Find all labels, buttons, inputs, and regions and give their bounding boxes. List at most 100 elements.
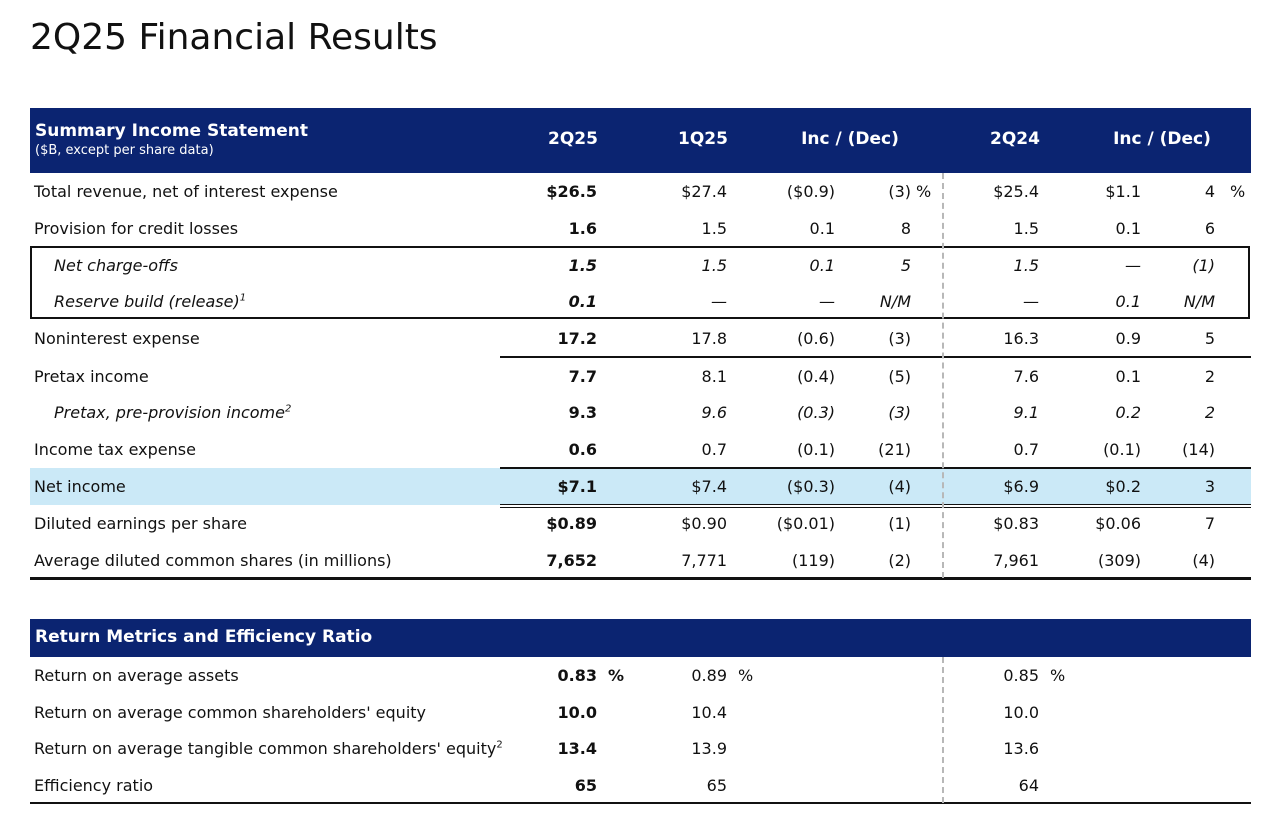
value-1q25: 0.7 [701,440,727,459]
income-statement-header: Summary Income Statement ($B, except per… [30,108,1251,173]
value-2q25: $26.5 [546,182,597,201]
double-rule-2 [500,507,1251,508]
value-1q25: 10.4 [691,703,727,722]
value-2q24: 64 [1018,776,1039,795]
value-inc-dec-amount: (0.1) [797,440,835,459]
row-label-wrap: Pretax, pre-provision income2 [54,403,291,422]
value-2q24: 1.5 [1013,219,1039,238]
value-inc-dec-amount: ($0.9) [786,182,835,201]
value-inc-dec-amount: (0.6) [797,329,835,348]
value-inc-dec-pct-2: (1) [1192,256,1215,275]
value-2q25: 7.7 [568,367,597,386]
footnote-marker: 1 [239,292,247,304]
value-inc-dec-amount: — [819,292,835,311]
value-2q25: $0.89 [546,514,597,533]
value-2q25: 0.6 [568,440,597,459]
value-inc-dec-amount-2: — [1125,256,1141,275]
total-rule-top [500,467,1251,469]
value-inc-dec-amount-2: 0.2 [1115,403,1141,422]
value-2q25: 17.2 [557,329,597,348]
value-2q24: 7.6 [1013,367,1039,386]
table-row: Return on average assets 0.83 % 0.89 % 0… [30,657,1251,694]
table-row-highlight: Net income $7.1 $7.4 ($0.3) (4) $6.9 $0.… [30,468,1251,505]
value-inc-dec-amount-2: $0.06 [1095,514,1141,533]
row-label: Diluted earnings per share [34,514,247,533]
row-label: Pretax, pre-provision income [54,403,285,422]
value-2q24: 10.0 [1003,703,1039,722]
value-inc-dec-amount: 0.1 [809,256,835,275]
table-row: Noninterest expense 17.2 17.8 (0.6) (3) … [30,320,1251,357]
row-label: Return on average assets [34,666,239,685]
provision-detail-box [30,246,1250,319]
value-2q25: 9.3 [568,403,597,422]
row-label-wrap: Return on average tangible common shareh… [34,739,503,758]
row-label: Income tax expense [34,440,196,459]
table-row: Efficiency ratio 65 65 64 [30,767,1251,804]
value-2q25: 7,652 [546,551,597,570]
table-row: Diluted earnings per share $0.89 $0.90 (… [30,505,1251,542]
value-inc-dec-pct: (1) [888,514,911,533]
value-inc-dec-amount-2: 0.1 [1115,219,1141,238]
value-inc-dec-amount-2: $1.1 [1105,182,1141,201]
value-1q25: 7,771 [681,551,727,570]
income-statement-subtitle: ($B, except per share data) [35,143,214,158]
value-2q25: 13.4 [557,739,597,758]
value-inc-dec-pct: (5) [888,367,911,386]
value-inc-dec-pct: (21) [878,440,911,459]
value-inc-dec-amount: 0.1 [809,219,835,238]
row-label: Reserve build (release) [54,292,240,311]
value-inc-dec-pct: N/M [879,292,911,311]
value-1q25: 1.5 [701,219,727,238]
value-inc-dec-pct: (2) [888,551,911,570]
value-inc-dec-pct-2: 2 [1204,403,1215,422]
percent-sign: % [738,666,754,685]
value-2q25: 0.83 [557,666,597,685]
row-label-wrap: Reserve build (release)1 [54,292,246,311]
value-1q25: 13.9 [691,739,727,758]
value-inc-dec-pct-2: (14) [1182,440,1215,459]
double-rule-1 [500,504,1251,505]
value-2q24: 7,961 [993,551,1039,570]
footnote-marker: 2 [284,403,292,415]
value-2q25: 1.5 [568,256,597,275]
percent-sign: % [1050,666,1066,685]
value-inc-dec-pct-2: 2 [1204,367,1215,386]
value-2q24: 1.5 [1013,256,1039,275]
value-1q25: $0.90 [681,514,727,533]
value-2q24: $25.4 [993,182,1039,201]
row-label: Total revenue, net of interest expense [34,182,338,201]
value-inc-dec-pct: (3) [888,182,911,201]
value-inc-dec-pct: (3) [888,403,911,422]
row-label: Provision for credit losses [34,219,239,238]
value-1q25: — [711,292,727,311]
value-1q25: 65 [706,776,727,795]
value-2q24: 16.3 [1003,329,1039,348]
value-inc-dec-amount-2: 0.1 [1115,367,1141,386]
value-1q25: 1.5 [701,256,727,275]
value-2q24: — [1023,292,1039,311]
value-inc-dec-amount: (0.4) [797,367,835,386]
value-inc-dec-amount-2: 0.1 [1115,292,1141,311]
value-inc-dec-pct-2: (4) [1192,551,1215,570]
value-inc-dec-amount-2: (0.1) [1103,440,1141,459]
value-inc-dec-pct: 5 [900,256,911,275]
percent-sign: % [1230,182,1246,201]
subtotal-rule [500,356,1251,358]
table-row: Pretax, pre-provision income2 9.3 9.6 (0… [30,394,1251,431]
table-row: Return on average tangible common shareh… [30,730,1251,767]
value-1q25: 0.89 [691,666,727,685]
value-inc-dec-pct-2: 5 [1204,329,1215,348]
table-bottom-rule [30,802,1251,804]
row-label: Net income [34,477,126,496]
value-inc-dec-amount: ($0.3) [786,477,835,496]
column-divider [942,657,944,803]
return-metrics-header: Return Metrics and Efficiency Ratio [30,619,1251,657]
value-2q25: 0.1 [568,292,597,311]
table-row: Total revenue, net of interest expense $… [30,173,1251,210]
return-metrics-title: Return Metrics and Efficiency Ratio [35,627,373,647]
value-2q25: 10.0 [557,703,597,722]
value-inc-dec-amount-2: (309) [1097,551,1141,570]
col-header-inc-dec-2: Inc / (Dec) [1113,129,1211,149]
col-header-1q25: 1Q25 [678,129,728,149]
value-inc-dec-pct-2: 7 [1204,514,1215,533]
